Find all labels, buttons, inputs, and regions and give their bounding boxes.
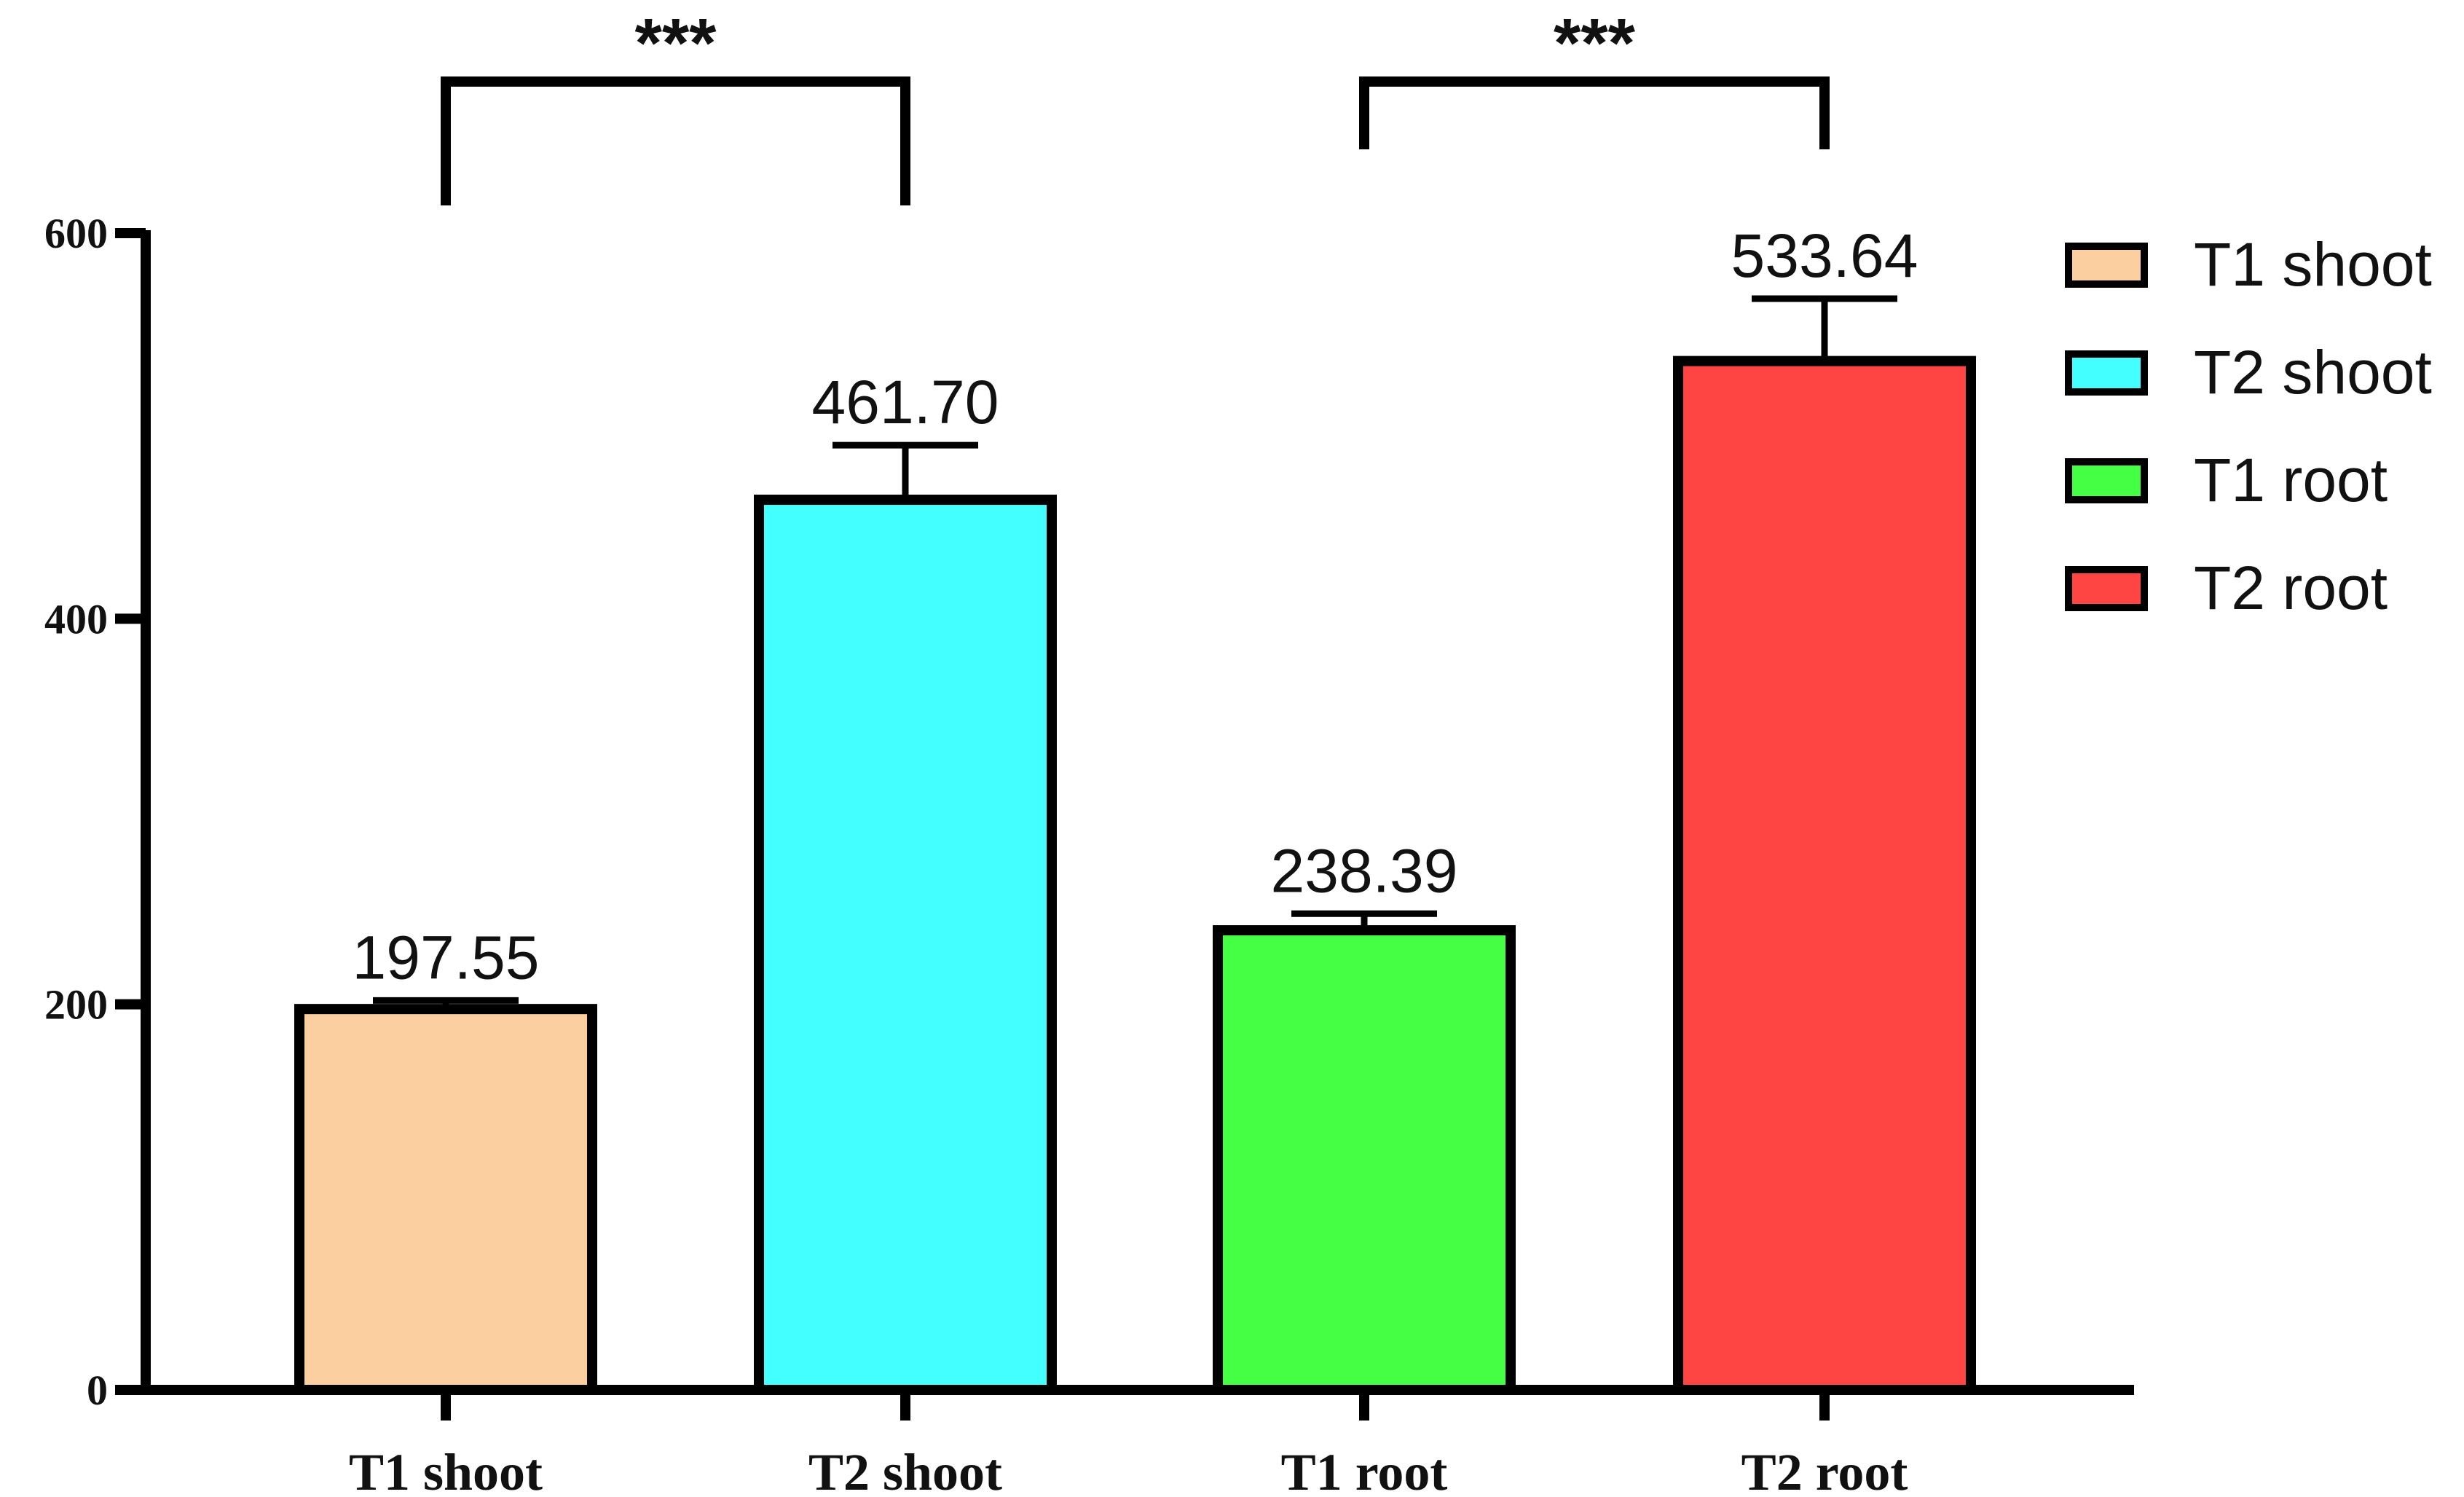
legend-swatch — [2065, 458, 2148, 503]
bar-2 — [754, 495, 1057, 1395]
legend-label: T2 root — [2194, 554, 2388, 622]
y-tick-label: 600 — [44, 210, 108, 257]
y-axis-ticks: 0 200 400 600 — [44, 210, 146, 1414]
legend-label: T1 shoot — [2194, 230, 2432, 299]
legend: T1 shoot T2 shoot T1 root T2 root — [2065, 230, 2432, 622]
x-tick-label: T2 root — [1741, 1443, 1908, 1497]
value-label: 461.70 — [812, 368, 999, 436]
legend-swatch — [2065, 243, 2148, 288]
y-tick-label: 0 — [87, 1367, 108, 1414]
significance-brackets: *** *** — [441, 4, 1830, 205]
legend-swatch — [2065, 350, 2148, 396]
value-label: 238.39 — [1271, 836, 1458, 905]
bar-1 — [294, 1004, 597, 1395]
error-bars — [373, 295, 1897, 1010]
significance-label: *** — [1554, 4, 1636, 82]
value-label: 197.55 — [353, 923, 540, 991]
significance-bracket — [441, 76, 910, 205]
bar-3 — [1213, 925, 1516, 1395]
x-tick-label: T2 shoot — [808, 1443, 1002, 1497]
legend-label: T1 root — [2194, 446, 2388, 514]
legend-swatch — [2065, 566, 2148, 611]
value-label: 533.64 — [1731, 221, 1918, 290]
bar-4 — [1673, 355, 1976, 1395]
x-tick-label: T1 root — [1281, 1443, 1448, 1497]
x-tick-label: T1 shoot — [349, 1443, 543, 1497]
y-tick-label: 200 — [44, 981, 108, 1029]
significance-label: *** — [634, 4, 717, 82]
y-tick-label: 400 — [44, 595, 108, 643]
x-axis-ticks: T1 shoot T2 shoot T1 root T2 root — [349, 1390, 1908, 1497]
value-labels: 197.55 461.70 238.39 533.64 — [353, 221, 1918, 991]
significance-bracket — [1359, 76, 1830, 149]
bars — [294, 355, 1976, 1395]
legend-label: T2 shoot — [2194, 338, 2432, 406]
